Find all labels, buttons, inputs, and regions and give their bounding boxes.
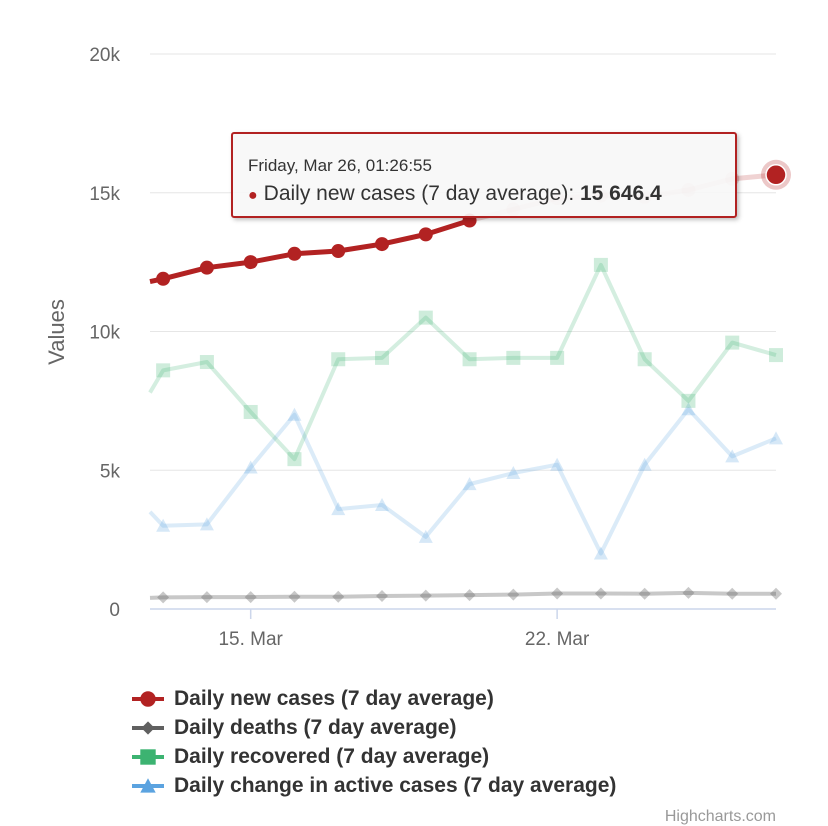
data-point [418,310,433,325]
data-point [419,589,432,602]
data-point [156,518,171,532]
data-point [375,350,390,365]
legend-label: Daily deaths (7 day average) [174,715,457,739]
data-point [550,457,565,471]
y-axis-ticks: 0 5k 10k 15k 20k [89,45,120,621]
data-point [726,587,739,600]
y-tick-label: 10k [89,323,120,344]
data-point [288,590,301,603]
tooltip: Friday, Mar 26, 01:26:55 ● Daily new case… [231,132,737,218]
data-point [332,590,345,603]
series-line [148,262,777,462]
data-point [418,529,433,543]
y-tick-label: 0 [109,600,120,621]
data-point [550,350,565,365]
series-group [148,159,791,604]
legend-label: Daily new cases (7 day average) [174,686,494,710]
series-line [149,590,776,600]
data-point [637,457,652,471]
data-point [682,586,695,599]
data-point [156,271,171,286]
data-point [375,497,390,511]
y-axis-label: Values [44,299,69,365]
legend-item[interactable]: Daily recovered (7 day average) [130,742,616,771]
data-point [156,363,171,378]
tooltip-value: 15 646.4 [579,182,662,205]
data-point [375,237,390,252]
data-point [243,255,258,270]
data-point [243,404,258,419]
legend: Daily new cases (7 day average) Daily dea… [130,684,616,800]
data-point [331,244,346,259]
data-point [244,591,257,604]
data-point [770,587,782,600]
series-2 [148,257,783,467]
legend-marker [141,720,155,735]
data-point [769,348,783,363]
tooltip-series-label: Daily new cases (7 day average): [263,182,580,205]
data-point [199,260,214,275]
legend-item[interactable]: Daily new cases (7 day average) [130,684,616,713]
data-point [507,588,520,601]
x-axis: 15. Mar 22. Mar [150,608,776,650]
data-point [462,477,477,491]
legend-label: Daily recovered (7 day average) [174,744,490,768]
legend-triangle-icon [132,777,164,793]
tooltip-date: Friday, Mar 26, 01:26:55 [248,156,432,175]
data-point [376,589,389,602]
series-1 [149,586,782,604]
data-point [681,393,696,408]
series-3 [148,402,783,560]
data-point [287,452,302,467]
legend-label: Daily change in active cases (7 day aver… [174,773,617,797]
data-point [637,352,652,367]
legend-item[interactable]: Daily deaths (7 day average) [130,713,616,742]
legend-marker [140,748,156,765]
tooltip-line: ● Daily new cases (7 day average): 15 646… [248,182,662,206]
data-point [725,449,740,463]
data-point [725,335,740,350]
legend-item[interactable]: Daily change in active cases (7 day aver… [130,771,616,800]
chart-svg: 0 5k 10k 15k 20k 15. Mar 22. Mar Values [44,45,791,650]
data-point [331,502,346,516]
series-line [148,407,777,556]
data-point [287,407,302,421]
data-point [331,352,346,367]
data-point [506,466,521,480]
data-point [157,591,170,604]
y-tick-label: 20k [89,45,120,66]
legend-marker [140,777,156,793]
data-point [200,591,213,604]
legend-circle-icon [132,690,164,707]
data-point [769,431,783,445]
data-point [506,350,521,365]
data-point [199,517,214,531]
data-point [287,246,302,261]
y-tick-label: 5k [100,461,121,482]
y-tick-label: 15k [89,184,120,205]
credits-link[interactable]: Highcharts.com [664,808,776,825]
tooltip-bullet-icon: ● [248,187,258,204]
data-point [462,352,477,367]
legend-marker [140,690,156,707]
legend-square-icon [132,748,164,765]
data-point [199,355,214,370]
x-tick-label: 15. Mar [218,629,283,650]
x-tick-label: 22. Mar [525,629,590,650]
legend-diamond-icon [132,720,164,735]
data-point [551,587,564,600]
data-point [594,587,607,600]
data-point [243,460,258,474]
data-point [765,164,787,186]
data-point [681,402,696,416]
data-point [463,589,476,602]
data-point [593,546,608,560]
data-point [593,257,608,272]
data-point [418,227,433,242]
data-point [638,587,651,600]
